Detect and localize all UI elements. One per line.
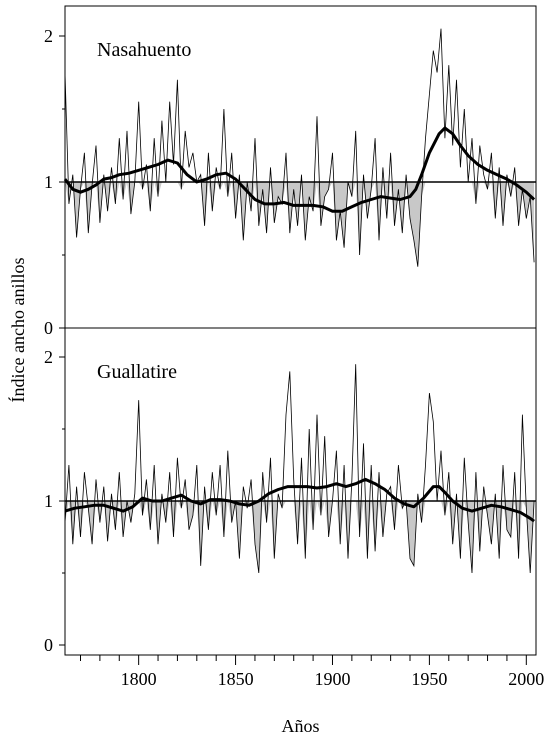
below-mean-shading-1: [65, 182, 535, 267]
ring-index-line-1: [64, 28, 535, 267]
x-tick-label-1800: 1800: [121, 669, 157, 689]
y-tick-label-1-0: 0: [44, 318, 53, 338]
y-tick-label-2-2: 2: [44, 347, 53, 367]
below-mean-shading-2: [65, 501, 535, 573]
ring-index-line-2: [64, 364, 535, 574]
panel-frame-2: [64, 327, 537, 656]
x-axis-label: Años: [281, 716, 319, 736]
y-tick-label-2-1: 1: [44, 491, 53, 511]
x-tick-label-1950: 1950: [411, 669, 447, 689]
panel-title-1: Nasahuento: [97, 39, 191, 61]
x-tick-label-1900: 1900: [314, 669, 350, 689]
x-tick-label-1850: 1850: [218, 669, 254, 689]
smoothed-curve-2: [64, 477, 535, 523]
y-axis-label: Índice ancho anillos: [7, 258, 28, 403]
y-tick-label-2-0: 0: [44, 635, 53, 655]
smoothed-curve-1: [63, 126, 536, 213]
y-tick-label-1-2: 2: [44, 26, 53, 46]
y-tick-label-1-1: 1: [44, 172, 53, 192]
x-tick-label-2000: 2000: [508, 669, 544, 689]
panel-title-2: Guallatire: [97, 361, 177, 383]
